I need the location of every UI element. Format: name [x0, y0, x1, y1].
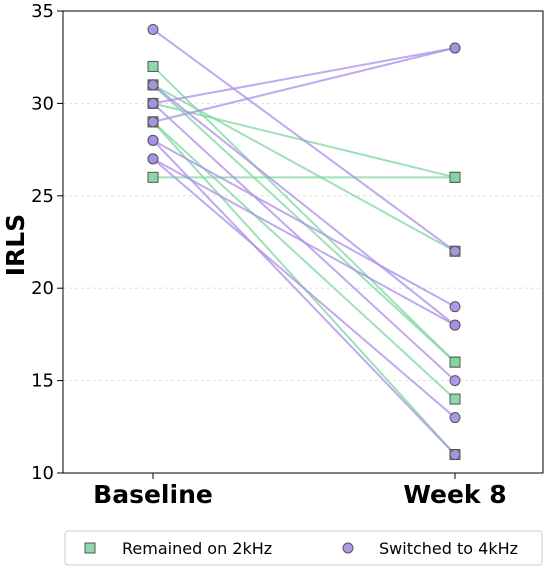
data-point [147, 134, 159, 146]
series-line [152, 84, 456, 326]
data-point [449, 319, 461, 331]
series-line [152, 84, 456, 253]
data-point [449, 171, 461, 183]
data-point [449, 245, 461, 257]
series-line [152, 102, 456, 382]
y-tick-label: 25 [31, 186, 54, 207]
series-line [152, 46, 456, 123]
series-line [152, 158, 456, 419]
series-lines [152, 28, 456, 456]
y-tick-label: 35 [31, 1, 54, 22]
y-tick-label: 30 [31, 93, 54, 114]
data-point [147, 60, 159, 72]
data-point [449, 449, 461, 461]
legend-box [64, 530, 543, 566]
data-point [449, 301, 461, 313]
series-markers [147, 23, 461, 461]
legend-label: Switched to 4kHz [379, 539, 518, 558]
data-point [449, 42, 461, 54]
data-point [147, 116, 159, 128]
y-tick-label: 20 [31, 278, 54, 299]
x-tick-label: Week 8 [403, 480, 506, 509]
series-line [152, 28, 456, 253]
data-point [147, 153, 159, 165]
series-line [152, 46, 456, 105]
series-line [152, 139, 456, 308]
data-point [449, 356, 461, 368]
series-line [152, 139, 456, 456]
y-axis-title: IRLS [1, 214, 30, 277]
legend: Remained on 2kHz Switched to 4kHz [64, 530, 543, 566]
legend-marker [84, 542, 96, 554]
x-tick-label: Baseline [93, 480, 213, 509]
legend-label: Remained on 2kHz [122, 539, 272, 558]
plot-frame [62, 10, 544, 474]
data-point [147, 23, 159, 35]
y-tick-label: 10 [31, 463, 54, 484]
data-point [147, 171, 159, 183]
legend-marker [342, 542, 354, 554]
data-point [449, 393, 461, 405]
data-point [147, 79, 159, 91]
data-point [449, 375, 461, 387]
axes: 10 15 20 25 30 35 Baseline Week 8 [31, 1, 544, 509]
series-line [152, 121, 456, 400]
y-tick-label: 15 [31, 371, 54, 392]
data-point [449, 412, 461, 424]
data-point [147, 97, 159, 109]
